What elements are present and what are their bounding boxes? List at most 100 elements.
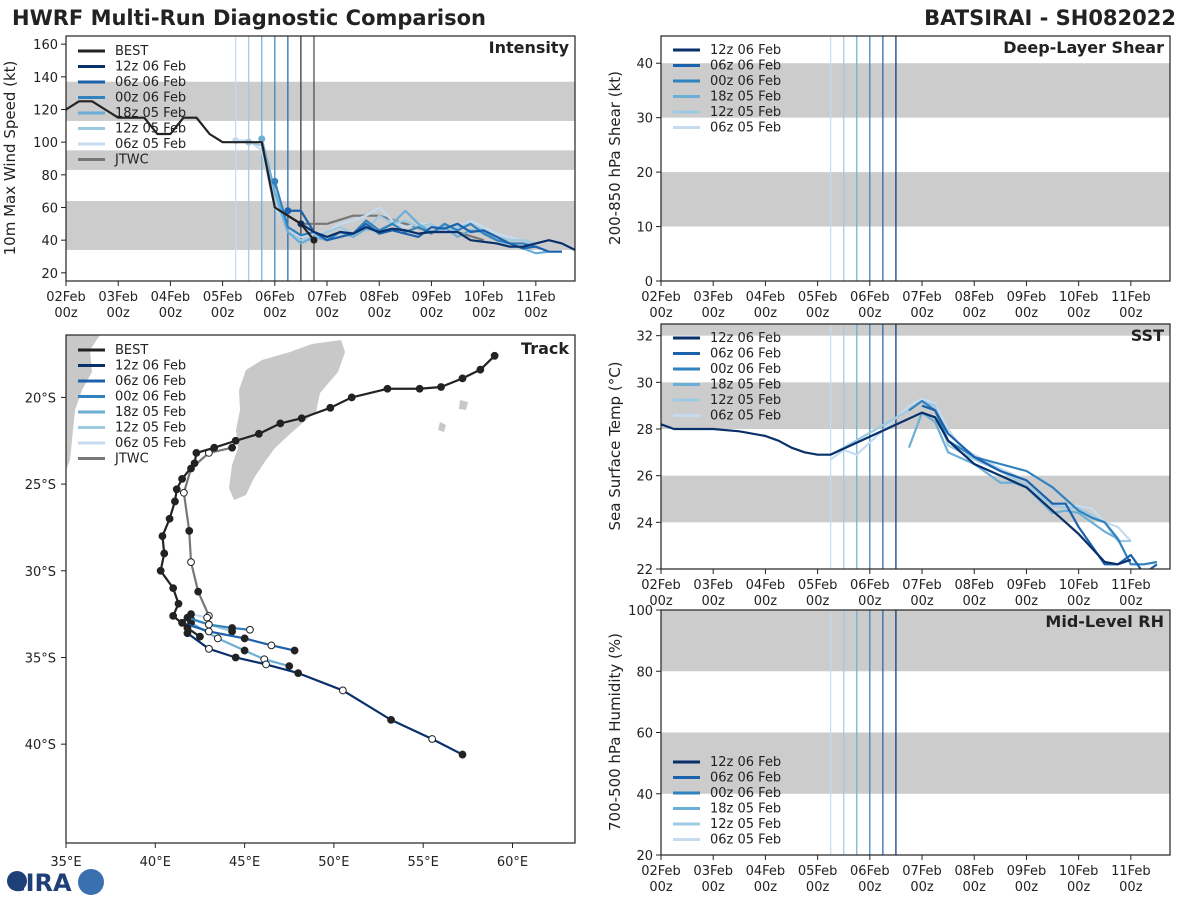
track-point [169,584,178,593]
legend-label: 12z 06 Feb [710,331,781,346]
x-date-label: 06Feb [850,578,890,593]
track-point [194,587,203,596]
track-point [192,448,201,457]
y-tick-label: 40 [41,234,58,249]
track-point [231,653,240,662]
x-hour-label: 00z [1119,880,1143,895]
legend-label: BEST [115,44,148,59]
x-hour-label: 00z [107,306,131,321]
x-date-label: 03Feb [693,290,733,305]
legend-label: 18z 05 Feb [115,405,186,420]
x-hour-label: 00z [1067,880,1091,895]
track-point [415,384,424,393]
track-point [490,351,499,360]
x-hour-label: 00z [420,306,444,321]
track-point [458,750,467,759]
track-point [297,414,306,423]
intensity-y-axis: 20 40 60 80 100 120 140 160 [33,38,66,282]
legend-label: 18z 05 Feb [710,802,781,817]
y-tick-label: 60 [636,727,653,742]
legend-label: 12z 06 Feb [115,60,186,75]
lat-tick-label: 40°S [25,738,56,753]
track-frame [65,334,576,844]
x-date-label: 07Feb [902,290,942,305]
x-date-label: 09Feb [412,290,452,305]
track-point [204,644,213,653]
y-tick-label: 160 [33,38,58,53]
figure-title: HWRF Multi-Run Diagnostic Comparison [12,6,486,30]
x-hour-label: 00z [649,594,673,609]
series-line [908,399,1158,566]
x-date-label: 04Feb [746,578,786,593]
lat-tick-label: 30°S [25,565,56,580]
legend-label: 12z 06 Feb [710,43,781,58]
intensity-x-axis: 02Feb00z03Feb00z04Feb00z05Feb00z06Feb00z… [46,281,556,321]
x-date-label: 04Feb [746,290,786,305]
x-hour-label: 00z [754,306,778,321]
shaded-band [66,81,575,121]
x-hour-label: 00z [858,306,882,321]
track-point [213,634,222,643]
x-date-label: 06Feb [255,290,295,305]
x-date-label: 03Feb [693,578,733,593]
x-date-label: 05Feb [798,578,838,593]
rh-y-axis: 20 40 60 80 100 [628,604,661,864]
x-date-label: 02Feb [641,864,681,879]
x-hour-label: 00z [263,306,287,321]
legend-label: 12z 05 Feb [115,122,186,137]
legend-label: 06z 06 Feb [115,75,186,90]
track-point [185,527,194,535]
y-tick-label: 20 [636,849,653,864]
x-hour-label: 00z [1067,594,1091,609]
legend-label: JTWC [114,153,149,168]
series-line [921,404,1158,569]
sst-frame [660,323,1171,570]
y-tick-label: 100 [628,604,653,619]
track-point [246,625,254,634]
track-point [196,632,204,641]
track-point [294,669,303,677]
series-start-point [271,177,279,185]
shear-y-label: 200-850 hPa Shear (kt) [606,71,624,245]
y-tick-label: 100 [33,136,58,151]
x-hour-label: 00z [1119,594,1143,609]
reunion-island [459,400,468,410]
track-point [172,485,181,494]
shaded-band [661,63,1170,118]
legend-label: 18z 05 Feb [710,90,781,105]
lat-tick-label: 20°S [25,391,56,406]
track-point [210,443,219,452]
track-land [66,335,468,500]
legend-label: 06z 06 Feb [710,59,781,74]
x-date-label: 11Feb [516,290,556,305]
x-hour-label: 00z [754,594,778,609]
x-hour-label: 00z [910,306,934,321]
lon-tick-label: 55°E [408,855,439,870]
x-date-label: 10Feb [1059,578,1099,593]
track-panel: 35°E 40°E 45°E 50°E 55°E 60°E 20°S 25°S 30°S 35°S… [25,334,576,870]
x-date-label: 06Feb [850,864,890,879]
rh-y-label: 700-500 hPa Humidity (%) [606,633,624,831]
track-point [326,403,335,412]
y-tick-label: 40 [636,57,653,72]
cira-logo: CIRA [7,869,104,897]
y-tick-label: 20 [41,267,58,282]
x-date-label: 08Feb [359,290,399,305]
logo-text: CIRA [8,869,72,897]
track-point [338,686,347,695]
x-date-label: 08Feb [954,864,994,879]
rh-title: Mid-Level RH [1045,612,1164,631]
x-date-label: 02Feb [641,578,681,593]
track-point [383,384,392,393]
track-point [228,624,236,632]
x-hour-label: 00z [910,594,934,609]
track-point [160,549,169,558]
rh-x-axis: 02Feb00z03Feb00z04Feb00z05Feb00z06Feb00z… [641,855,1151,895]
x-date-label: 11Feb [1111,864,1151,879]
legend-label: 00z 06 Feb [115,390,186,405]
x-hour-label: 00z [963,594,987,609]
